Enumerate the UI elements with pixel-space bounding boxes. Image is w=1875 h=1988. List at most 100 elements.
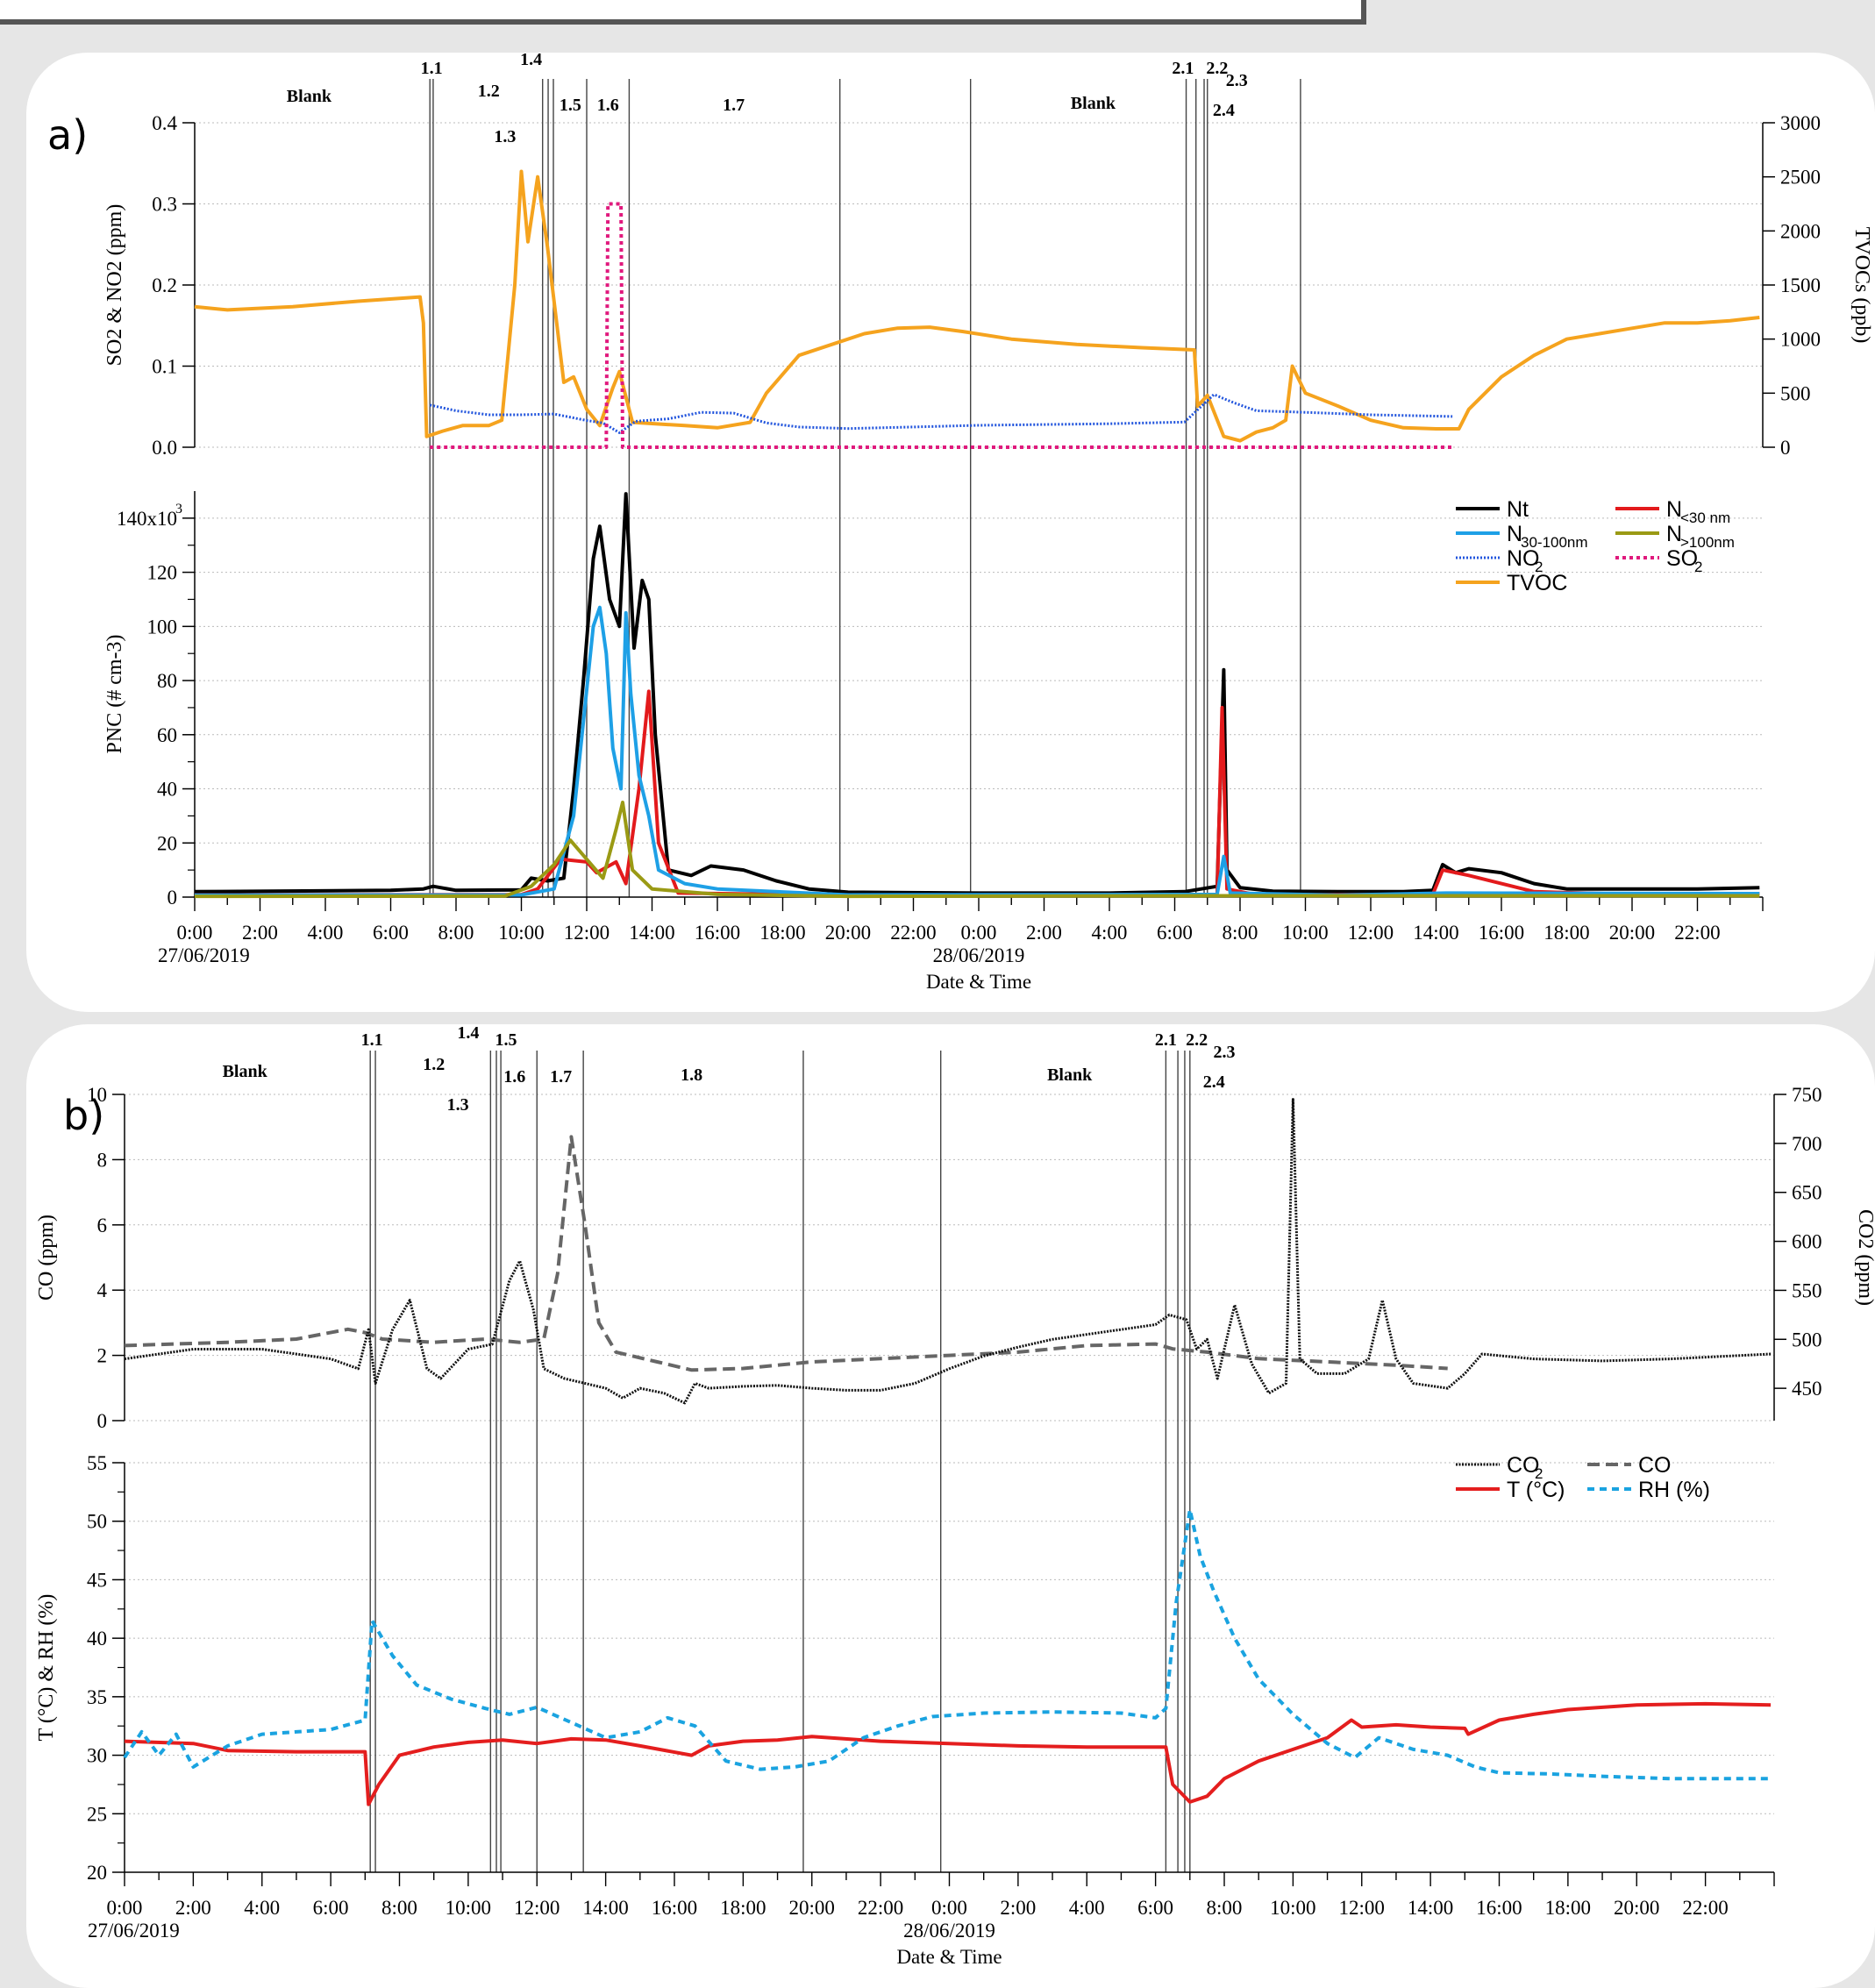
chart-a-lower-tick-label: 140x10 <box>117 508 177 530</box>
chart-b-upper-right-tick-label: 550 <box>1792 1279 1822 1301</box>
chart-a-phase-label: 2.1 <box>1172 59 1194 78</box>
chart-b-x-tick-label: 20:00 <box>789 1897 835 1919</box>
chart-a-lower-tick-label: 100 <box>147 616 178 638</box>
chart-a-date-label-1: 27/06/2019 <box>158 944 250 966</box>
chart-b-series-t <box>124 1701 1772 1806</box>
chart-a-phase-label: 2.4 <box>1213 101 1235 120</box>
chart-a-phase-label: 1.5 <box>560 96 581 115</box>
chart-a-upper-right-tick-label: 500 <box>1780 382 1811 404</box>
chart-a-upper-right-axis-label: TVOCs (ppb) <box>1850 227 1873 344</box>
chart-a-x-tick-label: 18:00 <box>759 922 805 944</box>
chart-b-legend-label: CO <box>1638 1453 1672 1478</box>
chart-a-legend-label: N <box>1507 522 1522 546</box>
chart-b-lower-tick-label: 45 <box>87 1569 107 1591</box>
chart-b-upper-left-tick-label: 0 <box>97 1410 108 1432</box>
chart-a-phase-label: 2.2 <box>1206 59 1228 78</box>
chart-a-series-no2 <box>429 393 1453 434</box>
chart-a-x-tick-label: 22:00 <box>890 922 936 944</box>
chart-a-x-tick-label: 16:00 <box>1479 922 1524 944</box>
chart-a-x-tick-label: 0:00 <box>177 922 213 944</box>
chart-b-x-tick-label: 10:00 <box>446 1897 491 1919</box>
chart-b-upper-left-tick-label: 6 <box>97 1215 108 1236</box>
chart-a-legend-label: SO <box>1666 546 1698 571</box>
chart-a-x-tick-label: 14:00 <box>1413 922 1458 944</box>
chart-a-date-label-2: 28/06/2019 <box>933 944 1025 966</box>
top-document-strip <box>0 0 1366 25</box>
chart-a-upper-right-tick-label: 1500 <box>1780 274 1821 296</box>
chart-b-phase-label: 2.4 <box>1203 1072 1225 1092</box>
chart-b-x-tick-label: 22:00 <box>1682 1897 1728 1919</box>
chart-b-x-axis-label: Date & Time <box>896 1946 1002 1968</box>
chart-b-x-tick-label: 2:00 <box>1000 1897 1036 1919</box>
chart-a-upper-left-tick-label: 0.3 <box>152 194 177 216</box>
chart-b-x-tick-label: 20:00 <box>1614 1897 1659 1919</box>
chart-b-x-tick-label: 14:00 <box>582 1897 628 1919</box>
chart-b-lower-tick-label: 20 <box>87 1862 107 1884</box>
chart-b-lower-tick-label: 35 <box>87 1686 107 1708</box>
chart-b-lower-tick-label: 30 <box>87 1745 107 1767</box>
chart-a-legend-label: Nt <box>1507 497 1529 522</box>
chart-a-phase-label: 1.7 <box>723 96 745 115</box>
chart-b-legend-label: CO <box>1507 1453 1540 1478</box>
chart-a-upper-right-tick-label: 2000 <box>1780 220 1821 242</box>
chart-a-lower-tick-label: 20 <box>157 832 177 854</box>
chart-a-x-tick-label: 4:00 <box>308 922 344 944</box>
chart-a-x-tick-label: 20:00 <box>1609 922 1655 944</box>
chart-b-upper-right-tick-label: 600 <box>1792 1231 1822 1253</box>
chart-a-lower-tick-exponent: 3 <box>175 502 182 517</box>
chart-b-upper-right-tick-label: 650 <box>1792 1182 1822 1204</box>
chart-b-upper-left-tick-label: 8 <box>97 1149 108 1171</box>
chart-b-series-co2 <box>124 1098 1772 1405</box>
chart-b-phase-label: 1.8 <box>681 1065 702 1085</box>
chart-a-phase-label: Blank <box>1071 94 1116 113</box>
chart-a-x-tick-label: 14:00 <box>629 922 674 944</box>
chart-b-x-tick-label: 16:00 <box>652 1897 697 1919</box>
chart-b-upper-left-tick-label: 2 <box>97 1345 108 1367</box>
chart-a-x-tick-label: 2:00 <box>242 922 278 944</box>
chart-b-x-tick-label: 22:00 <box>858 1897 903 1919</box>
chart-b-legend-label-sub: 2 <box>1535 1465 1543 1482</box>
chart-a-phase-label: 1.4 <box>520 53 542 69</box>
chart-panel-b: b) 0 2 4 6 8 10 450 500 550 600 650 700 750 CO (ppm) CO… <box>26 1024 1875 1988</box>
chart-a-phase-label: 1.6 <box>597 96 619 115</box>
chart-panel-a: a) 0.0 0.1 0.2 0.3 0.4 0 500 1000 1500 2000 2500 300… <box>26 53 1875 1012</box>
chart-b-upper-left-tick-label: 4 <box>97 1279 108 1301</box>
chart-b-series-rh <box>123 1507 1772 1781</box>
chart-a-phase-label: 1.2 <box>478 82 500 101</box>
chart-a-lower-tick-label: 60 <box>157 724 177 746</box>
chart-b-x-tick-label: 4:00 <box>1069 1897 1105 1919</box>
chart-a-upper-left-tick-label: 0.1 <box>152 356 177 378</box>
chart-b-x-tick-label: 0:00 <box>107 1897 143 1919</box>
chart-b-svg: b) 0 2 4 6 8 10 450 500 550 600 650 700 750 CO (ppm) CO… <box>35 1024 1875 1968</box>
chart-a-x-tick-label: 18:00 <box>1543 922 1589 944</box>
chart-a-x-tick-label: 12:00 <box>1348 922 1394 944</box>
chart-b-x-tick-label: 4:00 <box>244 1897 280 1919</box>
chart-a-series-so2 <box>430 202 1453 449</box>
chart-b-phase-label: 1.6 <box>503 1067 525 1087</box>
chart-b-x-tick-label: 6:00 <box>1137 1897 1173 1919</box>
chart-a-x-tick-label: 4:00 <box>1092 922 1128 944</box>
chart-a-x-tick-label: 12:00 <box>564 922 610 944</box>
chart-b-x-tick-label: 14:00 <box>1408 1897 1453 1919</box>
chart-a-upper-right-tick-label: 3000 <box>1780 112 1821 134</box>
chart-a-legend-label-sub: <30 nm <box>1680 509 1730 526</box>
chart-a-series-tvoc <box>194 169 1760 443</box>
chart-a-lower-axis-label: PNC (# cm-3) <box>103 635 126 754</box>
chart-b-upper-right-tick-label: 500 <box>1792 1329 1822 1350</box>
chart-a-upper-left-tick-label: 0.2 <box>152 274 177 296</box>
chart-a-x-tick-label: 6:00 <box>373 922 409 944</box>
chart-b-date-label-1: 27/06/2019 <box>88 1920 180 1942</box>
chart-b-phase-label: Blank <box>223 1062 268 1081</box>
chart-a-svg: a)0.00.10.20.30.405001000150020002500300… <box>47 53 1873 993</box>
chart-b-upper-right-tick-label: 700 <box>1792 1133 1822 1155</box>
chart-b-phase-label: 1.7 <box>550 1067 572 1087</box>
chart-b-phase-label: 1.4 <box>457 1024 479 1043</box>
chart-b-lower-tick-label: 55 <box>87 1452 107 1474</box>
chart-a-lower-tick-label: 120 <box>147 562 178 584</box>
chart-b-x-tick-label: 0:00 <box>931 1897 967 1919</box>
chart-a-phase-label: 1.3 <box>494 127 516 146</box>
chart-a-x-axis-label: Date & Time <box>926 971 1031 993</box>
chart-b-upper-left-axis-label: CO (ppm) <box>35 1215 58 1300</box>
chart-a-phase-label: 2.3 <box>1226 71 1248 90</box>
chart-b-x-tick-label: 12:00 <box>514 1897 560 1919</box>
